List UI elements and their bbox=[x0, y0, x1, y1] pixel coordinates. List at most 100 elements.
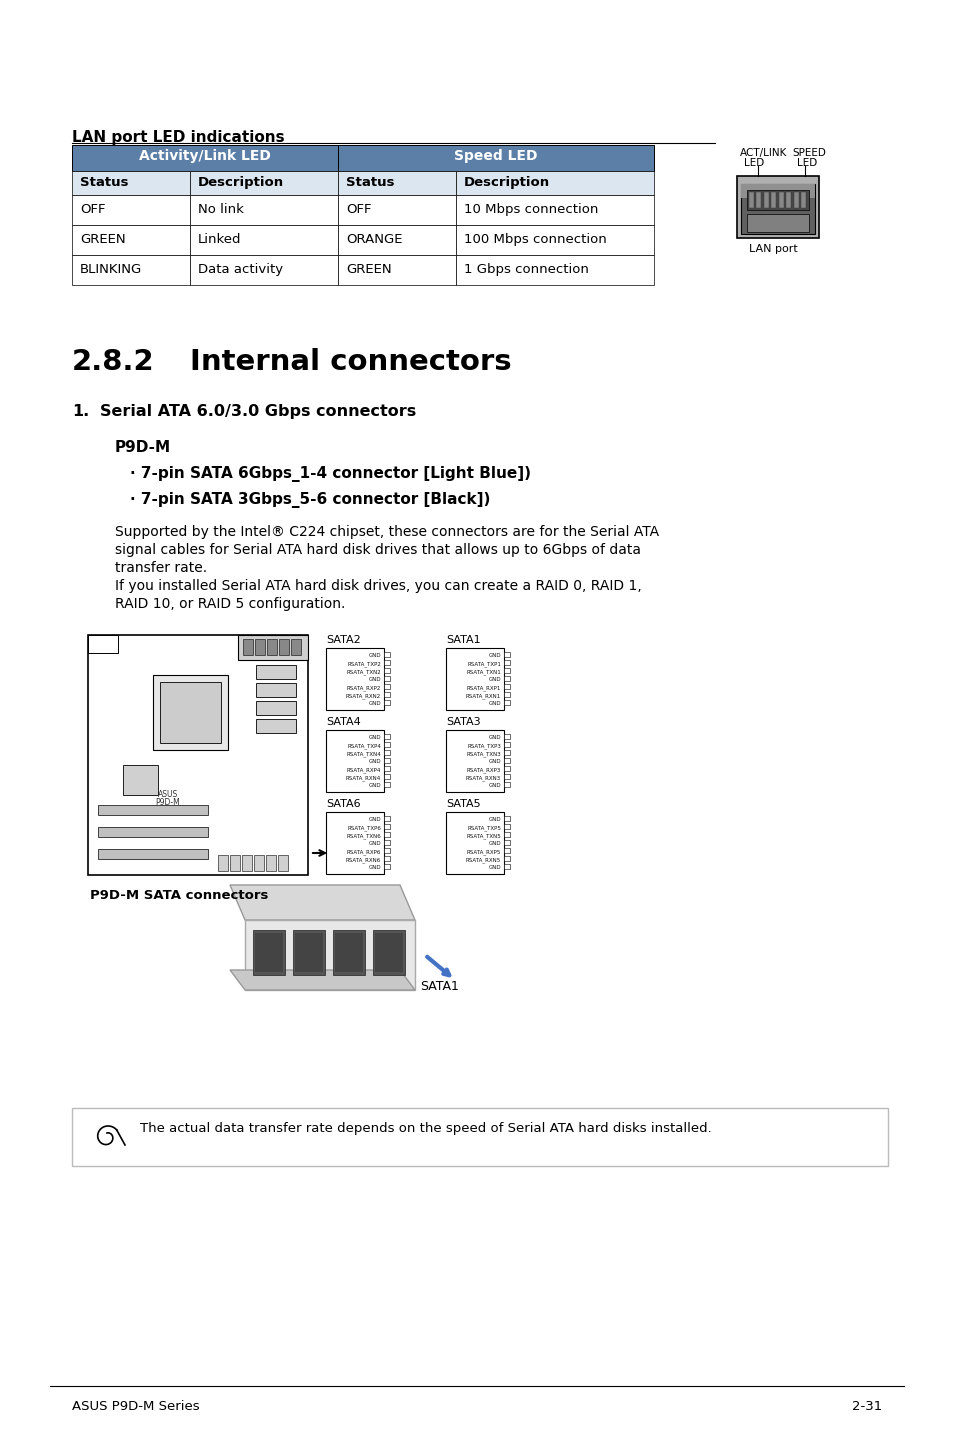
Bar bbox=[291, 638, 301, 654]
Bar bbox=[384, 700, 390, 705]
Text: GND: GND bbox=[368, 784, 380, 788]
Text: Status: Status bbox=[346, 175, 395, 188]
Bar bbox=[503, 684, 510, 689]
Text: RSATA_RXN1: RSATA_RXN1 bbox=[465, 693, 500, 699]
Text: RSATA_TXP4: RSATA_TXP4 bbox=[347, 743, 380, 749]
Text: GND: GND bbox=[368, 841, 380, 846]
Text: LAN port: LAN port bbox=[748, 244, 797, 255]
Bar bbox=[503, 692, 510, 697]
Text: RAID 10, or RAID 5 configuration.: RAID 10, or RAID 5 configuration. bbox=[115, 597, 345, 611]
Bar bbox=[503, 733, 510, 739]
Bar bbox=[503, 833, 510, 837]
Bar bbox=[756, 193, 760, 209]
Bar bbox=[337, 171, 456, 196]
Bar bbox=[503, 751, 510, 755]
Bar bbox=[748, 193, 753, 209]
Bar bbox=[333, 930, 365, 975]
Bar bbox=[503, 700, 510, 705]
Bar bbox=[737, 175, 818, 239]
Bar bbox=[503, 856, 510, 861]
Text: RSATA_RXP5: RSATA_RXP5 bbox=[466, 848, 500, 854]
Text: BLINKING: BLINKING bbox=[80, 263, 142, 276]
Text: RSATA_TXP6: RSATA_TXP6 bbox=[347, 825, 380, 831]
Bar bbox=[190, 196, 337, 224]
Text: GND: GND bbox=[488, 784, 500, 788]
Bar bbox=[384, 840, 390, 846]
Text: SPEED: SPEED bbox=[791, 148, 825, 158]
Text: GND: GND bbox=[488, 817, 500, 823]
Text: P9D-M: P9D-M bbox=[155, 798, 180, 807]
Text: Description: Description bbox=[198, 175, 284, 188]
Text: RSATA_RXN3: RSATA_RXN3 bbox=[465, 775, 500, 781]
Text: SATA6: SATA6 bbox=[326, 800, 360, 810]
Text: GND: GND bbox=[488, 677, 500, 682]
Bar bbox=[160, 682, 221, 743]
Bar bbox=[218, 856, 228, 871]
Bar bbox=[503, 774, 510, 779]
Text: GND: GND bbox=[368, 866, 380, 870]
Text: SATA1: SATA1 bbox=[446, 636, 480, 646]
Bar bbox=[375, 933, 402, 972]
Text: OFF: OFF bbox=[80, 203, 106, 216]
Text: RSATA_TXN2: RSATA_TXN2 bbox=[346, 669, 380, 674]
Text: RSATA_RXN2: RSATA_RXN2 bbox=[345, 693, 380, 699]
Text: RSATA_RXN4: RSATA_RXN4 bbox=[345, 775, 380, 781]
Text: RSATA_RXP2: RSATA_RXP2 bbox=[346, 684, 380, 690]
Bar bbox=[384, 856, 390, 861]
Text: RSATA_TXN4: RSATA_TXN4 bbox=[346, 751, 380, 756]
Bar bbox=[253, 856, 264, 871]
Bar bbox=[71, 196, 190, 224]
Bar bbox=[337, 255, 456, 285]
Bar bbox=[255, 700, 295, 715]
Bar bbox=[384, 733, 390, 739]
Bar bbox=[190, 255, 337, 285]
Bar bbox=[456, 196, 654, 224]
Text: RSATA_TXN6: RSATA_TXN6 bbox=[346, 833, 380, 838]
Bar bbox=[71, 171, 190, 196]
Bar bbox=[266, 856, 275, 871]
Text: SATA1: SATA1 bbox=[419, 981, 458, 994]
Text: 100 Mbps connection: 100 Mbps connection bbox=[463, 233, 606, 246]
Bar bbox=[254, 638, 265, 654]
Bar bbox=[373, 930, 405, 975]
Bar bbox=[384, 676, 390, 682]
Bar bbox=[384, 660, 390, 664]
Bar bbox=[779, 193, 783, 209]
Bar bbox=[255, 719, 295, 733]
Text: LED: LED bbox=[743, 158, 763, 168]
Bar bbox=[503, 669, 510, 673]
Bar bbox=[503, 651, 510, 657]
Bar bbox=[503, 782, 510, 787]
Text: RSATA_RXP4: RSATA_RXP4 bbox=[346, 766, 380, 772]
Text: If you installed Serial ATA hard disk drives, you can create a RAID 0, RAID 1,: If you installed Serial ATA hard disk dr… bbox=[115, 580, 641, 592]
Text: Linked: Linked bbox=[198, 233, 241, 246]
Bar bbox=[190, 171, 337, 196]
Bar bbox=[503, 815, 510, 821]
Text: RSATA_TXN1: RSATA_TXN1 bbox=[466, 669, 500, 674]
Text: ASUS P9D-M Series: ASUS P9D-M Series bbox=[71, 1401, 199, 1414]
Text: 1.: 1. bbox=[71, 404, 90, 418]
Bar bbox=[230, 856, 240, 871]
Text: SATA5: SATA5 bbox=[446, 800, 480, 810]
Bar bbox=[746, 214, 808, 232]
Bar bbox=[503, 824, 510, 828]
Bar bbox=[384, 651, 390, 657]
Bar bbox=[801, 193, 805, 209]
Text: RSATA_TXP2: RSATA_TXP2 bbox=[347, 661, 380, 667]
Bar bbox=[88, 636, 308, 874]
Text: 1 Gbps connection: 1 Gbps connection bbox=[463, 263, 588, 276]
Text: LED: LED bbox=[796, 158, 817, 168]
Text: GND: GND bbox=[488, 735, 500, 741]
Bar bbox=[71, 1109, 887, 1166]
Text: GREEN: GREEN bbox=[80, 233, 126, 246]
Text: ORANGE: ORANGE bbox=[346, 233, 402, 246]
Text: Data activity: Data activity bbox=[198, 263, 283, 276]
Bar bbox=[503, 848, 510, 853]
Bar bbox=[267, 638, 276, 654]
Text: GND: GND bbox=[368, 700, 380, 706]
Bar bbox=[384, 782, 390, 787]
Bar bbox=[255, 683, 295, 697]
Polygon shape bbox=[245, 920, 415, 989]
Bar bbox=[503, 766, 510, 771]
Text: Serial ATA 6.0/3.0 Gbps connectors: Serial ATA 6.0/3.0 Gbps connectors bbox=[100, 404, 416, 418]
